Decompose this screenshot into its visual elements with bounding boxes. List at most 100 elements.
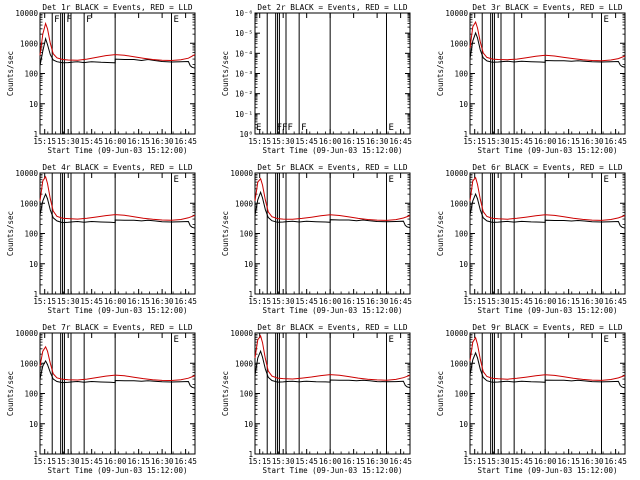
x-tick-label: 16:30 (581, 297, 604, 306)
x-tick-label: 16:15 (557, 297, 580, 306)
x-tick-label: 16:30 (151, 297, 174, 306)
x-tick-label: 16:00 (534, 297, 557, 306)
x-tick-label: 15:15 (248, 457, 271, 466)
flag-label: E (388, 123, 393, 133)
x-axis-label: Start Time (09-Jun-03 15:12:00) (48, 466, 188, 475)
y-tick-label: 100 (454, 390, 468, 399)
x-axis-label: Start Time (09-Jun-03 15:12:00) (263, 466, 403, 475)
series-line-events (469, 351, 626, 389)
x-tick-label: 16:30 (581, 137, 604, 146)
y-tick-label: 10000 (15, 169, 38, 178)
flag-label: E (173, 15, 178, 25)
y-tick-label: 10 (244, 260, 254, 269)
y-axis-label: Counts/sec (6, 51, 15, 96)
x-tick-label: 15:45 (295, 457, 318, 466)
x-tick-label: 15:15 (248, 137, 271, 146)
x-tick-label: 16:45 (174, 457, 197, 466)
x-tick-label: 15:30 (487, 457, 510, 466)
panel-det-4: 1 10 100 1000 10000 15:15 15:30 15:45 16:00 16:15… (6, 163, 197, 315)
y-tick-label: 1000 (20, 199, 39, 208)
y-tick-label: 10 (29, 420, 39, 429)
x-axis-label: Start Time (09-Jun-03 15:12:00) (48, 146, 188, 155)
x-tick-label: 16:45 (174, 137, 197, 146)
y-tick-label: 1 (463, 450, 468, 459)
x-tick-label: 16:30 (151, 137, 174, 146)
y-tick-label: 10 (459, 260, 469, 269)
x-axis-label: Start Time (09-Jun-03 15:12:00) (48, 306, 188, 315)
panel-title: Det 2r BLACK = Events, RED = LLD (257, 3, 408, 12)
x-tick-label: 16:45 (604, 457, 627, 466)
y-tick-label: 10⁰ (239, 130, 253, 139)
series-line-lld (39, 21, 196, 62)
x-tick-label: 16:15 (127, 297, 150, 306)
y-tick-label: 10000 (445, 9, 468, 18)
x-tick-label: 16:15 (127, 137, 150, 146)
x-axis-label: Start Time (09-Jun-03 15:12:00) (263, 306, 403, 315)
y-tick-label: 1000 (20, 359, 39, 368)
x-tick-label: 15:30 (57, 457, 80, 466)
y-axis-label: Counts/sec (6, 371, 15, 416)
y-tick-label: 100 (24, 230, 38, 239)
series-line-lld (254, 177, 411, 221)
y-tick-label: 10⁻⁵ (235, 29, 253, 38)
y-tick-label: 1000 (450, 199, 469, 208)
x-tick-label: 16:00 (319, 137, 342, 146)
y-tick-label: 1000 (450, 359, 469, 368)
y-tick-label: 10⁻¹ (235, 110, 253, 119)
panel-det-1: 1 10 100 1000 10000 15:15 15:30 15:45 16:00 16:15… (6, 3, 197, 155)
x-tick-label: 15:30 (487, 137, 510, 146)
x-tick-label: 16:00 (104, 457, 127, 466)
panel-det-8: 1 10 100 1000 10000 15:15 15:30 15:45 16:00 16:15… (221, 323, 412, 475)
panel-det-2: 10⁰ 10⁻¹ 10⁻² 10⁻³ 10⁻⁴ 10⁻⁵ 10⁻⁶ 15:15 15:30 15:… (221, 3, 412, 155)
x-tick-label: 16:00 (319, 297, 342, 306)
y-tick-label: 10000 (445, 169, 468, 178)
x-tick-label: 15:30 (272, 457, 295, 466)
flag-label: E (388, 175, 393, 185)
series-line-events (254, 190, 411, 229)
x-tick-label: 16:00 (319, 457, 342, 466)
series-line-events (254, 349, 411, 389)
flag-label: E (603, 175, 608, 185)
series-line-events (469, 31, 626, 68)
x-tick-label: 16:45 (174, 297, 197, 306)
x-tick-label: 16:30 (151, 457, 174, 466)
y-tick-label: 100 (454, 70, 468, 79)
x-tick-label: 15:15 (33, 457, 56, 466)
panel-title: Det 8r BLACK = Events, RED = LLD (257, 323, 408, 332)
x-axis-label: Start Time (09-Jun-03 15:12:00) (478, 146, 618, 155)
series-line-events (39, 36, 196, 69)
x-tick-label: 16:15 (557, 137, 580, 146)
x-tick-label: 16:45 (389, 457, 412, 466)
flag-label: E (173, 335, 178, 345)
y-tick-label: 1000 (450, 39, 469, 48)
x-tick-label: 15:45 (80, 297, 103, 306)
y-tick-label: 10 (459, 100, 469, 109)
x-tick-label: 15:45 (80, 457, 103, 466)
y-tick-label: 10000 (15, 9, 38, 18)
x-tick-label: 16:00 (104, 297, 127, 306)
flag-label: E (603, 15, 608, 25)
x-tick-label: 15:45 (295, 137, 318, 146)
panel-title: Det 9r BLACK = Events, RED = LLD (472, 323, 623, 332)
x-tick-label: 15:30 (487, 297, 510, 306)
y-tick-label: 1000 (235, 359, 254, 368)
y-axis-label: Counts/sec (436, 371, 445, 416)
panel-det-5: 1 10 100 1000 10000 15:15 15:30 15:45 16:00 16:15… (221, 163, 412, 315)
flag-label: E (388, 335, 393, 345)
y-tick-label: 1000 (235, 199, 254, 208)
x-tick-label: 16:00 (104, 137, 127, 146)
series-line-lld (469, 336, 626, 381)
x-tick-label: 16:45 (389, 297, 412, 306)
x-tick-label: 16:30 (366, 457, 389, 466)
panel-det-7: 1 10 100 1000 10000 15:15 15:30 15:45 16:00 16:15… (6, 323, 197, 475)
flag-label: F (86, 15, 91, 25)
y-tick-label: 100 (24, 70, 38, 79)
flag-label: E (256, 123, 261, 133)
x-tick-label: 15:15 (33, 297, 56, 306)
y-tick-label: 10000 (15, 329, 38, 338)
y-tick-label: 100 (24, 390, 38, 399)
y-axis-label: Counts/sec (436, 211, 445, 256)
y-tick-label: 10000 (445, 329, 468, 338)
series-line-lld (254, 334, 411, 381)
x-tick-label: 16:30 (366, 297, 389, 306)
